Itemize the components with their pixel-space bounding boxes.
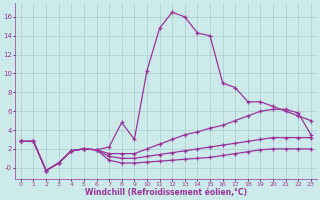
X-axis label: Windchill (Refroidissement éolien,°C): Windchill (Refroidissement éolien,°C) [85,188,247,197]
